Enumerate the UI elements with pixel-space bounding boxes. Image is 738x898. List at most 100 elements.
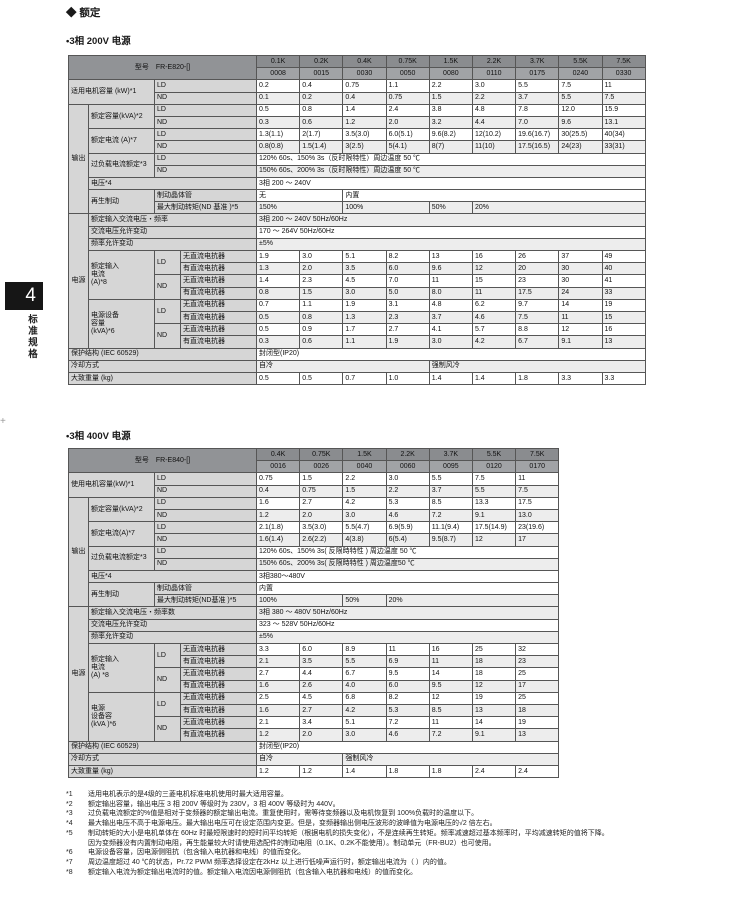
- value-cell: 17: [515, 533, 560, 547]
- value-cell: 封闭型(IP20): [255, 740, 560, 754]
- capacity-header-cell: 0.1K: [255, 54, 301, 69]
- footnote-text: 过负载电流额定的%值是相对于变频器的额定输出电流。重复使用时，需等待变频器以及电…: [88, 810, 479, 818]
- label-cell: 有直流电抗器: [180, 703, 257, 718]
- spec-table-200v: 型号 FR-E820-[] 0.1K 0.2K 0.4K 0.75K 1.5K 2.2K 3.…: [68, 54, 646, 386]
- value-cell: 1.4: [342, 103, 387, 117]
- value-cell: 2.0: [299, 262, 344, 276]
- crop-mark: +: [0, 416, 6, 427]
- value-cell: 18: [471, 655, 517, 669]
- value-cell: 内置: [342, 189, 646, 203]
- value-cell: 1.2: [255, 764, 301, 779]
- value-cell: 9.6: [558, 115, 603, 130]
- value-cell: 5.1: [342, 716, 387, 730]
- value-cell: 3.0: [428, 335, 473, 349]
- value-cell: 11(10): [471, 140, 517, 154]
- group-label-cell: 输出: [68, 496, 89, 608]
- group-label-cell: 输出: [68, 103, 89, 215]
- label-cell: 额定容量(kVA)*2: [88, 103, 155, 130]
- value-cell: 1.5: [299, 472, 344, 486]
- value-cell: 323 ～ 528V 50Hz/60Hz: [255, 618, 560, 632]
- value-cell: 6.0(5.1): [385, 128, 430, 142]
- value-cell: 6.8: [342, 691, 387, 705]
- value-cell: 5.1: [342, 249, 387, 264]
- capacity-header-cell: 5.5K: [471, 447, 517, 462]
- value-cell: 6.7: [515, 335, 560, 349]
- value-cell: 17: [515, 679, 560, 693]
- value-cell: 16: [471, 249, 517, 264]
- value-cell: 19.6(16.7): [515, 128, 560, 142]
- label-cell: LD: [154, 249, 181, 276]
- value-cell: 7.0: [515, 115, 560, 130]
- value-cell: 8.5: [428, 703, 473, 718]
- value-cell: 13: [428, 249, 473, 264]
- page-title: ◆ 额定: [66, 7, 101, 19]
- capacity-header-cell: 1.5K: [428, 54, 473, 69]
- label-cell: ND: [154, 164, 257, 178]
- label-cell: 适用电机容量 (kW)*1: [68, 79, 155, 105]
- value-cell: 3.8: [428, 103, 473, 117]
- value-cell: 8.5: [428, 496, 473, 510]
- value-cell: 0.75: [342, 79, 387, 93]
- value-cell: 6.9(5.9): [385, 521, 430, 535]
- value-cell: 8(7): [428, 140, 473, 154]
- value-cell: 6.0: [385, 679, 430, 693]
- value-cell: 26: [515, 249, 560, 264]
- value-cell: 1.6: [255, 496, 301, 510]
- value-cell: 12: [428, 691, 473, 705]
- value-cell: 18: [471, 667, 517, 681]
- value-cell: 0.2: [299, 91, 344, 105]
- value-cell: 6.9: [385, 655, 430, 669]
- value-cell: 0.7: [342, 371, 387, 386]
- value-cell: 2.0: [299, 728, 344, 742]
- value-cell: 50%: [342, 594, 387, 608]
- value-cell: 0.6: [299, 115, 344, 130]
- value-cell: 12(10.2): [471, 128, 517, 142]
- value-cell: 13: [471, 703, 517, 718]
- label-cell: 额定输入 电流 (A)*8: [88, 250, 155, 300]
- footnote: *5 制动转矩的大小是电机单体在 60Hz 时最短限速时的短时间平均转矩（根据电机…: [66, 829, 666, 848]
- value-cell: 6.2: [471, 298, 517, 312]
- code-header-cell: 0330: [601, 67, 646, 81]
- value-cell: 3.5: [299, 655, 344, 669]
- value-cell: 11: [428, 274, 473, 288]
- value-cell: 5.3: [385, 703, 430, 718]
- value-cell: 2.1: [255, 716, 301, 730]
- value-cell: 2.1: [255, 655, 301, 669]
- value-cell: 15: [471, 274, 517, 288]
- capacity-header-cell: 3.7K: [515, 54, 560, 69]
- value-cell: 0.8: [299, 103, 344, 117]
- value-cell: 7.2: [385, 716, 430, 730]
- value-cell: 14: [558, 298, 603, 312]
- value-cell: 2.2: [385, 484, 430, 498]
- label-cell: ND: [154, 115, 257, 130]
- label-cell: LD: [154, 298, 181, 325]
- value-cell: 9.6: [428, 262, 473, 276]
- spec-table: 型号 FR-E820-[] 0.1K 0.2K 0.4K 0.75K 1.5K 2.2K 3.…: [68, 54, 646, 386]
- label-cell: ND: [154, 91, 257, 105]
- value-cell: 12: [471, 262, 517, 276]
- label-cell: 再生制动: [88, 189, 155, 215]
- value-cell: 2.6: [299, 679, 344, 693]
- value-cell: 0.4: [342, 91, 387, 105]
- value-cell: 0.4: [299, 79, 344, 93]
- value-cell: 4.6: [385, 728, 430, 742]
- model-header-cell: 型号 FR-E840-[]: [68, 447, 257, 474]
- label-cell: 过负载电流额定*3: [88, 545, 155, 571]
- value-cell: 0.8: [299, 310, 344, 325]
- capacity-header-cell: 7.5K: [515, 447, 560, 462]
- value-cell: 0.75: [299, 484, 344, 498]
- value-cell: 2.0: [299, 508, 344, 523]
- value-cell: 1.4: [428, 371, 473, 386]
- value-cell: 2.4: [471, 764, 517, 779]
- value-cell: 11: [385, 642, 430, 657]
- code-header-cell: 0095: [428, 460, 473, 474]
- value-cell: 封闭型(IP20): [256, 347, 646, 361]
- label-cell: 电压*4: [88, 569, 257, 584]
- value-cell: 23: [515, 655, 560, 669]
- label-cell: 保护结构 (IEC 60529): [68, 740, 257, 754]
- value-cell: 4.1: [428, 323, 473, 337]
- capacity-header-cell: 2.2K: [471, 54, 517, 69]
- label-cell: 有直流电抗器: [180, 728, 257, 742]
- code-header-cell: 0060: [385, 460, 430, 474]
- value-cell: 19: [471, 691, 517, 705]
